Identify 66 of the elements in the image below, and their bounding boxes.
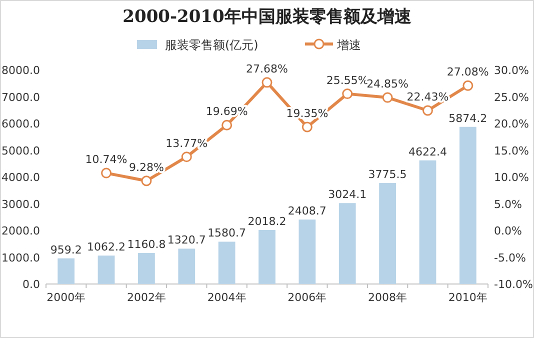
y2-tick-label: 25.0% bbox=[494, 90, 529, 104]
y2-tick-label: 20.0% bbox=[494, 118, 529, 130]
x-tick-label: 2000年 bbox=[46, 291, 86, 304]
point bbox=[462, 80, 474, 91]
y-tick-label: 7000.0 bbox=[2, 90, 40, 104]
y2-tick-label: 0.0% bbox=[494, 224, 522, 238]
bar bbox=[379, 183, 396, 284]
point bbox=[422, 105, 433, 116]
y-tick-label: 2000.0 bbox=[2, 224, 40, 238]
y2-tick-label: 30.0% bbox=[494, 64, 529, 77]
y-tick-label: 8000.0 bbox=[2, 64, 40, 77]
data-label: 3775.5 bbox=[368, 168, 407, 182]
bar bbox=[98, 256, 115, 284]
bar bbox=[298, 220, 316, 284]
x-tick-label: 2006年 bbox=[288, 291, 327, 304]
data-label: 22.43% bbox=[406, 90, 449, 104]
x-tick-label: 2010年 bbox=[448, 291, 488, 304]
y-tick-label: 0.0 bbox=[22, 278, 40, 291]
legend-label: 服装零售额(亿元) bbox=[165, 38, 258, 52]
y-tick-label: 3000.0 bbox=[2, 198, 40, 211]
x-tick-label: 2008年 bbox=[368, 291, 408, 304]
data-label: 25.55% bbox=[326, 74, 368, 87]
point bbox=[302, 122, 312, 132]
bar bbox=[178, 248, 196, 284]
x-tick-label: 2004年 bbox=[207, 291, 246, 304]
y2-tick-label: -5.0% bbox=[494, 251, 526, 264]
data-label: 1062.2 bbox=[87, 240, 126, 254]
point bbox=[181, 152, 192, 162]
data-label: 2018.2 bbox=[248, 215, 286, 228]
data-label: 10.74% bbox=[85, 153, 128, 166]
y-tick-label: 5000.0 bbox=[2, 144, 40, 158]
chart-title: 2000-2010年中国服装零售额及增速 bbox=[122, 7, 412, 27]
data-label: 959.2 bbox=[50, 243, 82, 256]
y2-tick-label: -10.0% bbox=[494, 278, 533, 291]
x-tick-label: 2002年 bbox=[126, 291, 166, 304]
point bbox=[262, 77, 272, 88]
data-label: 5874.2 bbox=[448, 112, 488, 125]
bar bbox=[459, 126, 476, 284]
bar bbox=[419, 160, 436, 284]
data-label: 4622.4 bbox=[408, 145, 447, 158]
y-tick-label: 1000.0 bbox=[2, 251, 40, 264]
point bbox=[382, 92, 393, 103]
y-tick-label: 4000.0 bbox=[2, 171, 40, 184]
point bbox=[141, 176, 152, 186]
y-tick-label: 6000.0 bbox=[2, 118, 40, 130]
data-label: 2408.7 bbox=[288, 204, 326, 218]
data-label: 1320.7 bbox=[167, 234, 206, 247]
bar bbox=[338, 203, 356, 284]
data-label: 9.28% bbox=[128, 160, 164, 174]
point bbox=[222, 120, 232, 130]
bar bbox=[58, 258, 75, 284]
data-label: 1160.8 bbox=[127, 238, 166, 251]
point bbox=[342, 88, 353, 100]
bar bbox=[258, 230, 276, 284]
y2-tick-label: 10.0% bbox=[494, 171, 529, 184]
bar bbox=[138, 252, 155, 284]
data-label: 1580.7 bbox=[208, 226, 246, 240]
point bbox=[101, 168, 112, 178]
data-label: 27.08% bbox=[446, 66, 489, 79]
y2-tick-label: 5.0% bbox=[494, 198, 522, 211]
data-label: 24.85% bbox=[366, 78, 409, 91]
data-label: 3024.1 bbox=[328, 188, 367, 202]
bar bbox=[218, 242, 236, 284]
y2-tick-label: 15.0% bbox=[494, 144, 529, 158]
legend-label: 增速 bbox=[336, 38, 361, 52]
data-label: 27.68% bbox=[246, 62, 288, 76]
